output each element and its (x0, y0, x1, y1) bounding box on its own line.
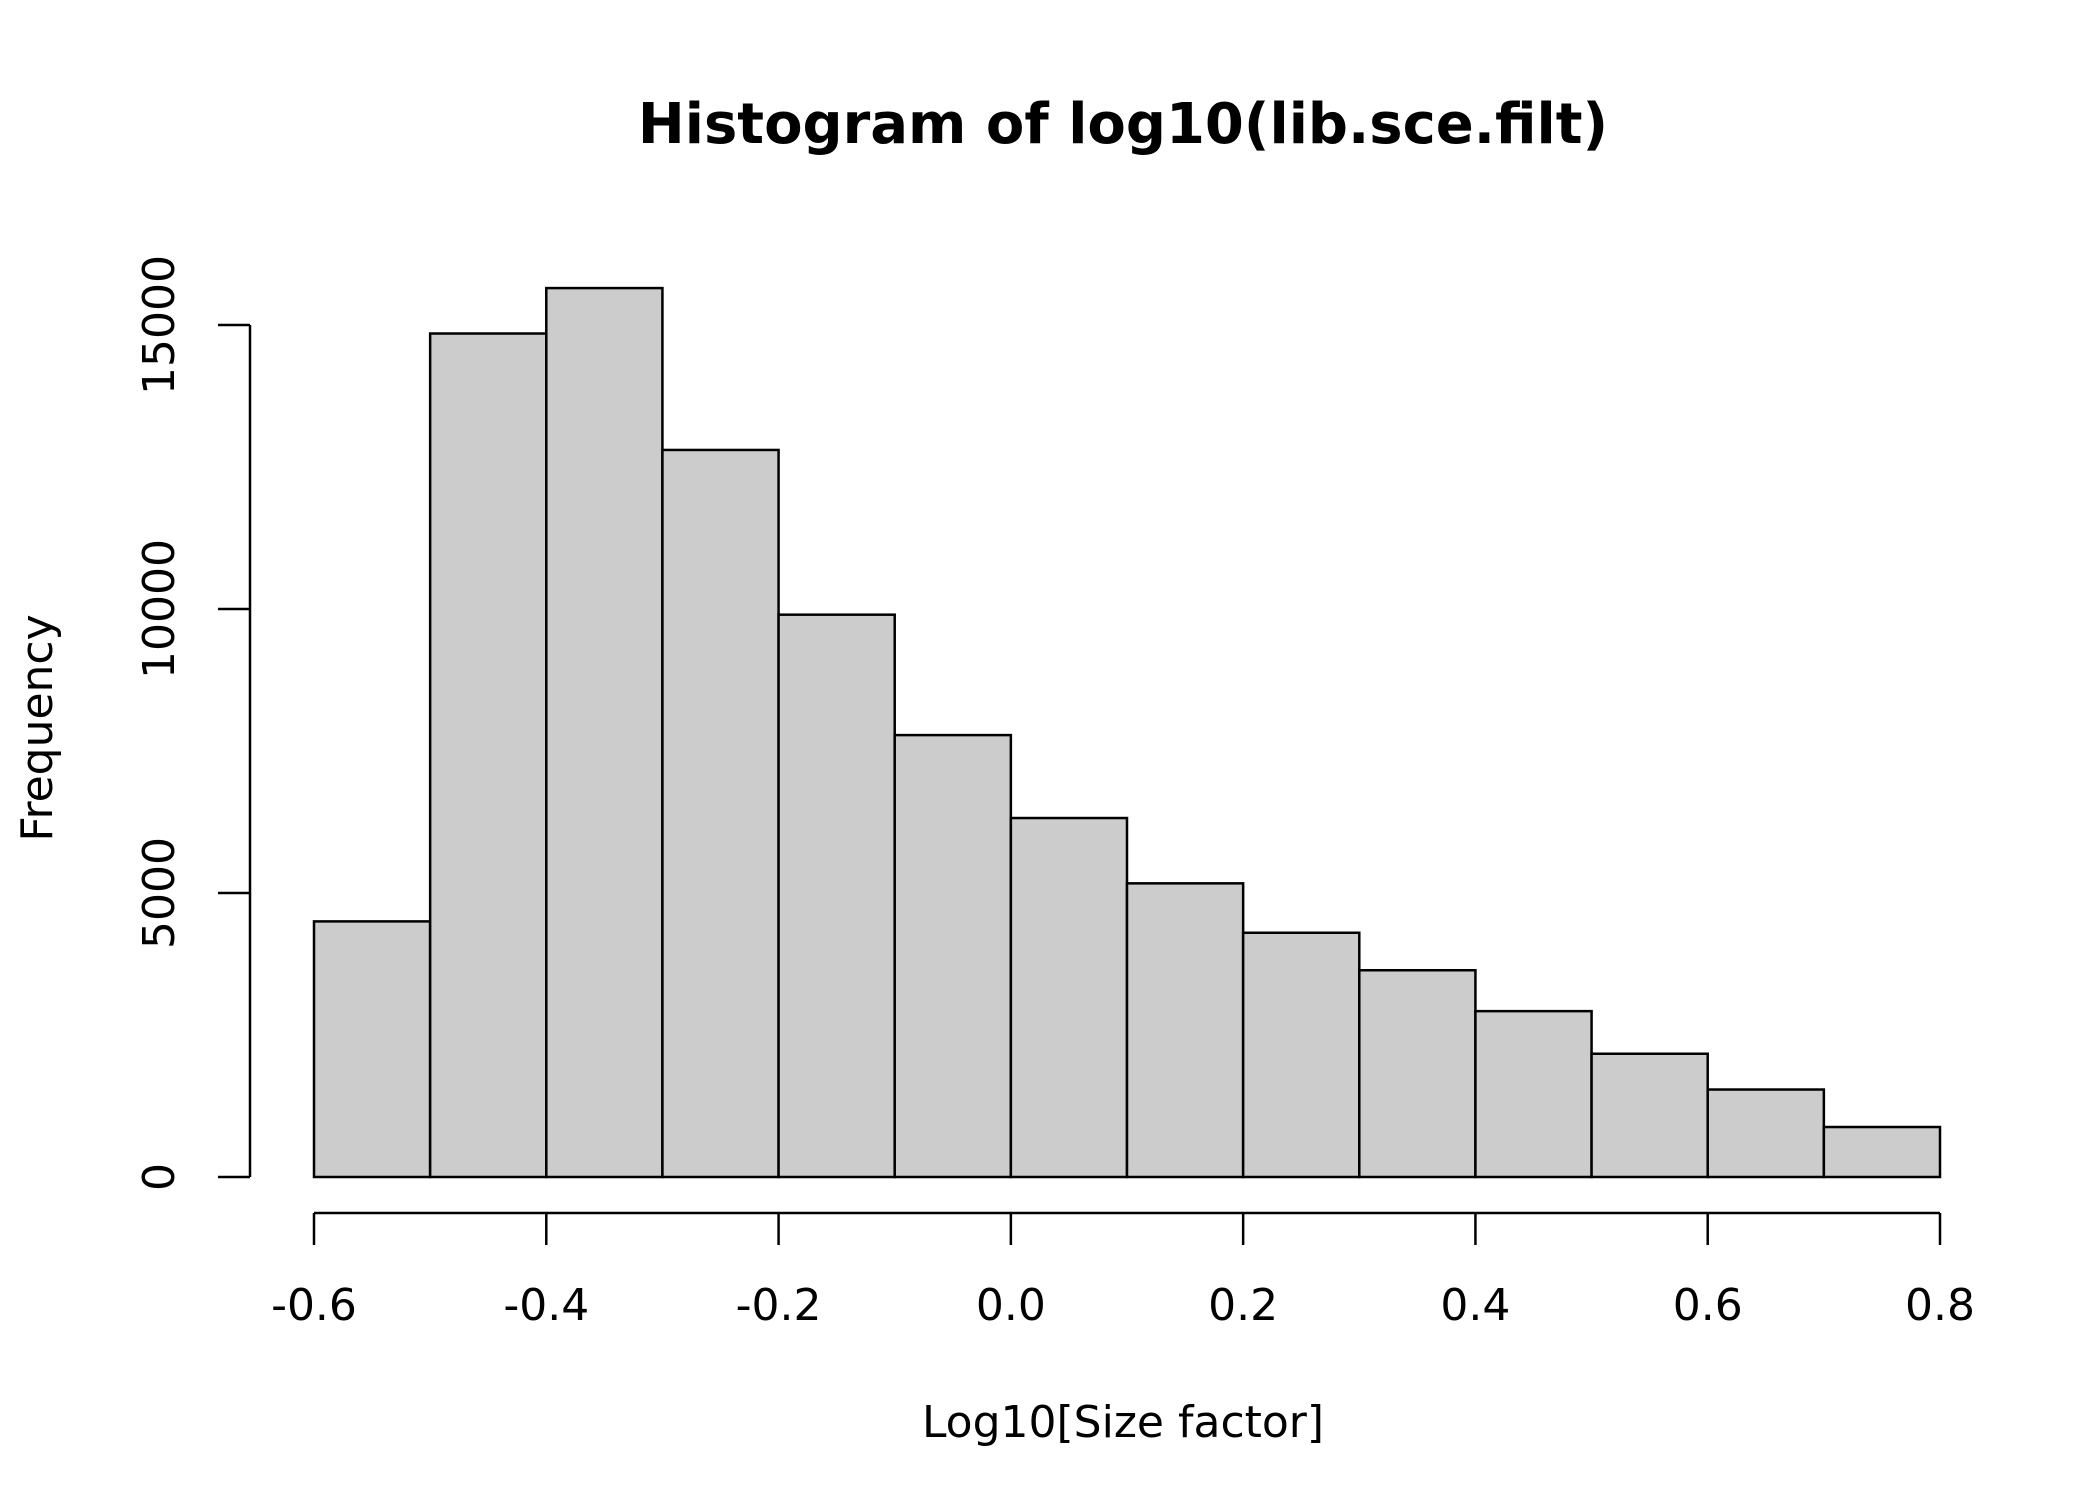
histogram-bar-4 (661, 448, 780, 1179)
histogram-bar-6 (893, 733, 1013, 1179)
histogram-bar-12 (1590, 1052, 1709, 1179)
histogram-bar-10 (1358, 968, 1477, 1179)
x-tick-label: 0.8 (1905, 1280, 1975, 1331)
histogram-bar-8 (1125, 882, 1245, 1179)
x-tick-label: -0.6 (271, 1280, 357, 1331)
histogram-bar-3 (545, 286, 664, 1179)
histogram-bar-7 (1009, 816, 1129, 1179)
y-axis: 0 5000 10000 15000 (134, 255, 252, 1191)
histogram-bar-1 (312, 920, 432, 1179)
chart-title: Histogram of log10(lib.sce.filt) (638, 92, 1608, 157)
x-tick-label: 0.4 (1440, 1280, 1510, 1331)
x-tick-label: -0.2 (736, 1280, 822, 1331)
histogram-bar-2 (428, 332, 548, 1179)
x-axis-label: Log10[Size factor] (922, 1397, 1324, 1448)
histogram-bar-14 (1822, 1125, 1942, 1179)
x-tick-label: 0.2 (1208, 1280, 1278, 1331)
x-tick-label: -0.4 (503, 1280, 589, 1331)
y-tick-label: 10000 (134, 539, 185, 679)
histogram-bar-5 (777, 613, 896, 1179)
x-tick-label: 0.6 (1673, 1280, 1743, 1331)
y-tick-label: 15000 (134, 255, 185, 395)
y-tick-label: 5000 (134, 837, 185, 949)
x-axis: -0.6 -0.4 -0.2 0.0 0.2 0.4 0.6 0.8 (271, 1211, 1975, 1331)
histogram-bar-11 (1474, 1009, 1593, 1179)
histogram-bar-13 (1706, 1088, 1826, 1179)
histogram-bar-9 (1241, 931, 1361, 1179)
x-tick-label: 0.0 (976, 1280, 1046, 1331)
histogram-bars (312, 286, 1942, 1179)
y-axis-label: Frequency (12, 614, 63, 841)
y-tick-label: 0 (134, 1163, 185, 1191)
